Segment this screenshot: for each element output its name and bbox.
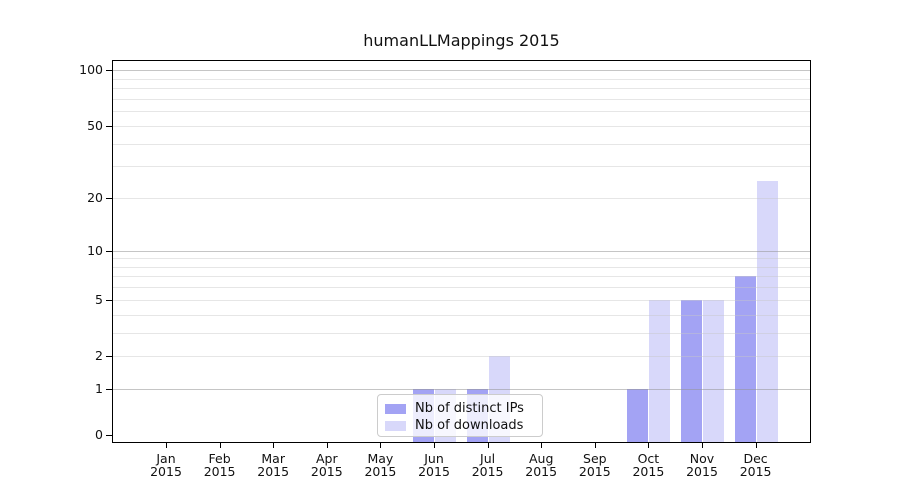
minor-gridline xyxy=(113,78,810,80)
y-axis-tick xyxy=(106,198,112,200)
y-axis-tick-label: 1 xyxy=(95,381,103,396)
y-axis-tick-label: 20 xyxy=(87,190,103,206)
x-axis-tick xyxy=(648,443,650,448)
minor-gridline xyxy=(113,198,810,200)
x-axis-tick xyxy=(219,443,221,448)
x-axis-tick xyxy=(326,443,328,448)
y-axis-tick xyxy=(106,356,112,358)
x-axis-tick xyxy=(380,443,382,448)
minor-gridline xyxy=(113,258,810,260)
x-axis-tick-label: May 2015 xyxy=(364,451,397,479)
x-axis-tick-label: Mar 2015 xyxy=(257,451,290,479)
y-axis-tick xyxy=(106,299,112,301)
x-axis-tick xyxy=(755,443,757,448)
minor-gridline xyxy=(113,88,810,90)
plot-border xyxy=(112,60,811,443)
x-axis-tick-label: Nov 2015 xyxy=(686,451,718,479)
minor-gridline xyxy=(113,287,810,289)
bar-distinct-ips xyxy=(734,276,756,443)
x-axis-tick xyxy=(487,443,489,448)
major-gridline xyxy=(113,389,810,390)
major-gridline xyxy=(113,70,810,72)
legend: Nb of distinct IPs Nb of downloads xyxy=(377,394,543,437)
y-axis-tick-label: 2 xyxy=(95,348,103,364)
y-axis-tick xyxy=(106,125,112,127)
legend-entry-downloads: Nb of downloads xyxy=(385,417,534,434)
x-axis-tick xyxy=(541,443,543,448)
legend-entry-distinct-ips: Nb of distinct IPs xyxy=(385,400,534,417)
x-axis-tick-label: Oct 2015 xyxy=(632,451,665,479)
minor-gridline xyxy=(113,314,810,316)
bar-downloads xyxy=(756,180,778,443)
y-axis-tick-label: 50 xyxy=(87,117,103,133)
minor-gridline xyxy=(113,143,810,145)
y-axis-tick-label: 100 xyxy=(79,62,103,78)
minor-gridline xyxy=(113,332,810,334)
x-axis-tick-label: Jul 2015 xyxy=(471,451,504,479)
minor-gridline xyxy=(113,266,810,268)
x-axis-tick xyxy=(594,443,596,448)
y-axis-tick xyxy=(106,389,112,390)
x-axis-tick-label: Sep 2015 xyxy=(578,451,611,479)
legend-swatch-downloads xyxy=(385,420,406,431)
minor-gridline xyxy=(113,299,810,301)
x-axis-tick-label: Apr 2015 xyxy=(310,451,343,479)
legend-label-distinct-ips: Nb of distinct IPs xyxy=(415,401,524,416)
x-axis-tick xyxy=(273,443,275,448)
y-axis-tick xyxy=(106,70,112,72)
minor-gridline xyxy=(113,356,810,358)
y-axis-tick xyxy=(106,250,112,252)
minor-gridline xyxy=(113,125,810,127)
x-axis-tick-label: Jun 2015 xyxy=(418,451,450,479)
x-axis-tick xyxy=(434,443,435,448)
x-axis-tick-label: Dec 2015 xyxy=(739,451,772,479)
minor-gridline xyxy=(113,166,810,168)
x-axis-tick-label: Feb 2015 xyxy=(203,451,236,479)
bar-distinct-ips xyxy=(681,299,702,443)
minor-gridline xyxy=(113,111,810,113)
y-axis-tick-label: 10 xyxy=(87,242,103,258)
x-axis-tick xyxy=(702,443,703,448)
bar-downloads xyxy=(703,299,724,443)
bar-distinct-ips xyxy=(627,389,649,443)
x-axis-tick-label: Aug 2015 xyxy=(525,451,558,479)
bar-downloads xyxy=(649,299,671,443)
legend-label-downloads: Nb of downloads xyxy=(415,418,524,433)
x-axis-tick xyxy=(166,443,167,448)
minor-gridline xyxy=(113,276,810,278)
x-axis-tick-label: Jan 2015 xyxy=(150,451,182,479)
legend-swatch-distinct-ips xyxy=(385,403,406,414)
minor-gridline xyxy=(113,99,810,101)
major-gridline xyxy=(113,250,810,252)
y-axis-tick xyxy=(106,435,112,436)
y-axis-tick-label: 5 xyxy=(95,291,103,307)
chart-title: humanLLMappings 2015 xyxy=(363,31,560,50)
y-axis-tick-label: 0 xyxy=(95,427,103,442)
